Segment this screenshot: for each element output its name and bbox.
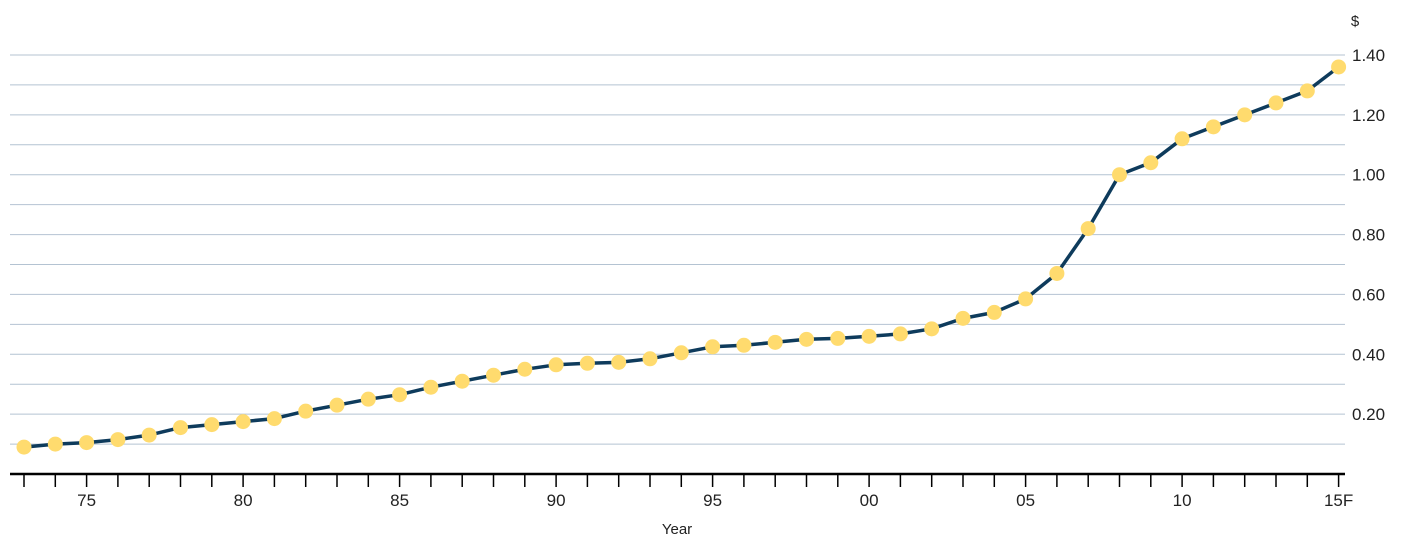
data-point <box>955 310 971 326</box>
data-point <box>986 304 1002 320</box>
data-point <box>454 373 470 389</box>
data-point <box>1174 131 1190 147</box>
x-tick-label: 90 <box>547 491 566 510</box>
data-point <box>486 367 501 383</box>
data-point <box>173 420 188 436</box>
y-tick-label: 0.60 <box>1352 285 1385 304</box>
y-axis-unit-label: $ <box>1351 13 1360 30</box>
x-tick-label: 75 <box>77 491 96 510</box>
y-tick-label: 0.80 <box>1352 226 1385 245</box>
data-point <box>298 403 314 419</box>
data-point <box>329 397 345 413</box>
x-tick-label: 10 <box>1173 491 1192 510</box>
data-point <box>1018 291 1034 307</box>
data-point <box>392 387 408 403</box>
data-point <box>799 331 814 347</box>
data-point <box>642 351 658 367</box>
data-series <box>16 59 1347 455</box>
data-point <box>204 417 220 433</box>
data-point <box>1112 167 1127 183</box>
data-point <box>1080 221 1096 237</box>
data-point <box>110 432 126 448</box>
data-point <box>736 337 752 353</box>
data-point <box>548 357 564 373</box>
data-point <box>830 330 846 346</box>
y-tick-label: 1.00 <box>1352 166 1385 185</box>
x-axis-title: Year <box>662 521 692 538</box>
data-point <box>517 361 533 377</box>
y-tick-label: 1.40 <box>1352 46 1385 65</box>
data-point <box>767 334 783 350</box>
data-point <box>673 345 689 361</box>
x-tick-label: 00 <box>860 491 879 510</box>
gridlines <box>10 54 1345 445</box>
data-point <box>1299 83 1315 99</box>
x-tick-label: 85 <box>390 491 409 510</box>
data-point <box>1331 59 1347 75</box>
data-point <box>892 326 908 342</box>
data-point <box>924 321 940 337</box>
x-axis <box>10 472 1345 487</box>
series-line <box>22 65 1341 449</box>
data-point <box>861 328 877 344</box>
x-tick-label: 15F <box>1324 491 1353 510</box>
tick-labels: 1.40 1.20 1.00 0.80 0.60 0.40 0.20 75 80 85 90 95 00… <box>77 46 1385 510</box>
x-tick-label: 95 <box>703 491 722 510</box>
data-point <box>705 339 721 355</box>
data-point <box>1205 119 1221 135</box>
x-tick-label: 05 <box>1016 491 1035 510</box>
y-tick-label: 0.20 <box>1352 405 1385 424</box>
data-point <box>611 354 627 370</box>
x-tick-label: 80 <box>234 491 253 510</box>
data-point <box>235 414 251 430</box>
data-point <box>1049 265 1065 281</box>
data-point <box>1237 107 1253 123</box>
data-point <box>141 427 157 443</box>
data-point <box>579 355 595 371</box>
data-point <box>360 391 376 407</box>
data-point <box>47 436 63 452</box>
data-point <box>1143 155 1159 171</box>
data-point <box>266 411 282 427</box>
data-point <box>1268 95 1284 111</box>
y-tick-label: 1.20 <box>1352 106 1385 125</box>
y-tick-label: 0.40 <box>1352 345 1385 364</box>
data-point <box>79 435 95 451</box>
data-point <box>423 379 439 395</box>
data-point <box>16 439 32 455</box>
